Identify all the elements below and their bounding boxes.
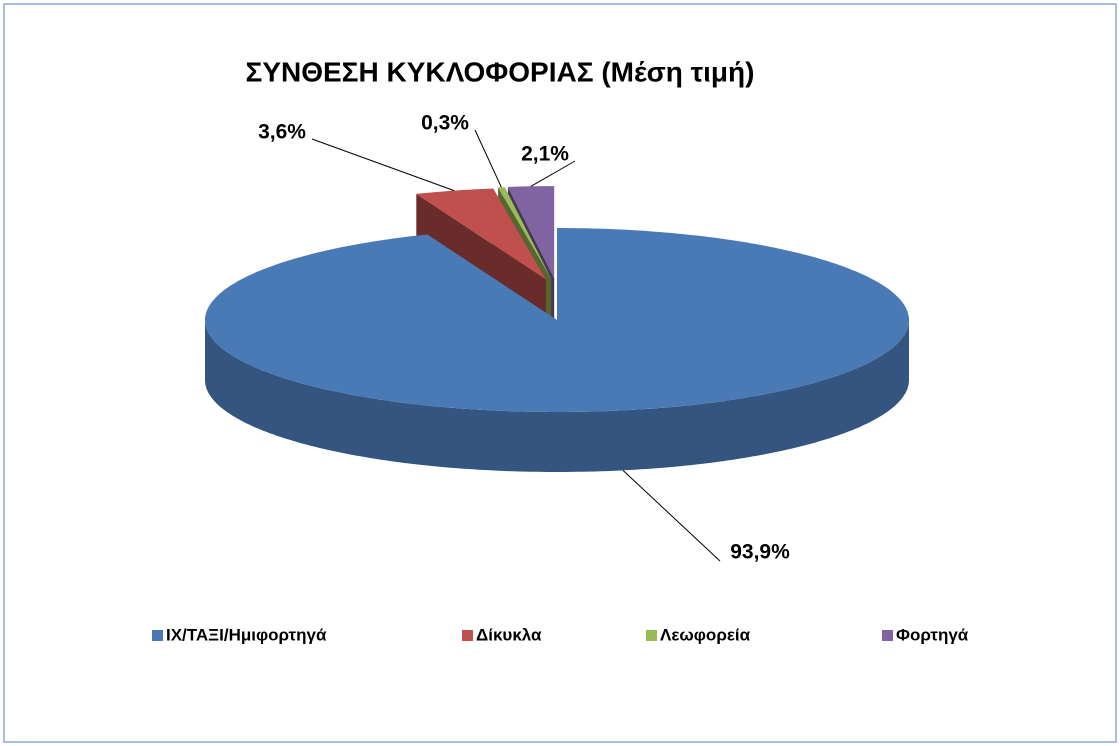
legend-swatch xyxy=(152,630,163,641)
chart-title: ΣΥΝΘΕΣΗ ΚΥΚΛΟΦΟΡΙΑΣ (Μέση τιμή) xyxy=(246,56,755,87)
slice-top xyxy=(498,187,552,279)
legend-label: Δίκυκλα xyxy=(476,625,542,644)
legend-swatch xyxy=(646,630,657,641)
slice xyxy=(205,228,909,472)
slice-top xyxy=(416,188,546,280)
legend-swatch xyxy=(462,630,473,641)
leader-line xyxy=(530,160,576,187)
slice-top xyxy=(205,228,909,412)
slice-top xyxy=(507,186,555,279)
legend-label: Φορτηγά xyxy=(896,625,969,644)
data-label: 93,9% xyxy=(730,541,790,564)
leader-line xyxy=(474,129,502,188)
data-label: 2,1% xyxy=(521,143,569,166)
legend-label: ΙΧ/ΤΑΞΙ/Ημιφορτηγά xyxy=(166,625,327,644)
slice-side xyxy=(205,320,909,472)
legend-label: Λεωφορεία xyxy=(660,625,751,644)
leader-line xyxy=(311,138,455,192)
data-label: 0,3% xyxy=(421,112,469,135)
leader-line xyxy=(622,470,721,562)
data-label: 3,6% xyxy=(258,121,306,144)
legend-swatch xyxy=(882,630,893,641)
